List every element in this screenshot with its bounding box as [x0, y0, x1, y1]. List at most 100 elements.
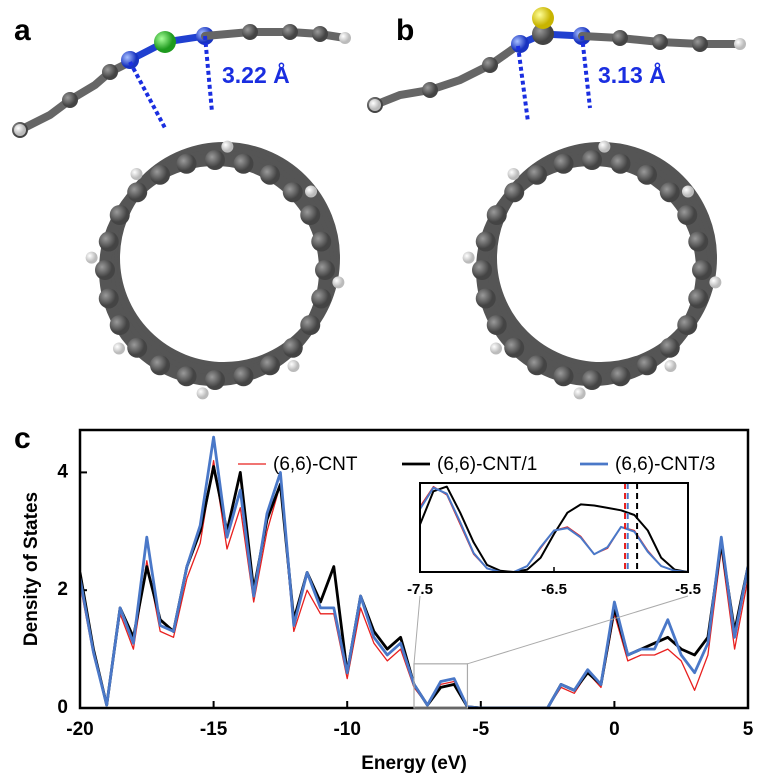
- atom: [260, 355, 280, 375]
- atom: [487, 205, 507, 225]
- atom: [709, 276, 721, 288]
- atom: [99, 232, 119, 252]
- page: a b c 3.22 Å 3.13 Å -20-15-10-505024Ener…: [0, 0, 759, 782]
- atom: [527, 355, 547, 375]
- atom: [511, 35, 529, 53]
- atom: [99, 288, 119, 308]
- atom: [127, 338, 147, 358]
- atom: [150, 355, 170, 375]
- contact-line: [582, 36, 590, 108]
- atom: [311, 232, 331, 252]
- x-tick-label: -20: [66, 719, 93, 740]
- atom: [574, 387, 586, 399]
- atom: [311, 288, 331, 308]
- atom: [113, 342, 125, 354]
- atom: [677, 205, 697, 225]
- atom: [121, 51, 139, 69]
- atom: [660, 338, 680, 358]
- atom: [86, 252, 98, 264]
- atom: [504, 182, 524, 202]
- atom: [476, 232, 496, 252]
- x-tick-label: 0: [609, 719, 620, 740]
- x-tick-label: 5: [743, 719, 754, 740]
- panel-label: c: [14, 422, 31, 455]
- atom: [422, 82, 438, 98]
- atom: [300, 205, 320, 225]
- atom: [312, 26, 328, 42]
- atom: [177, 154, 197, 174]
- atom: [532, 7, 554, 29]
- x-tick-label: -15: [200, 719, 228, 740]
- atom: [677, 315, 697, 335]
- atom: [660, 182, 680, 202]
- atom: [154, 31, 176, 53]
- contact-line: [205, 36, 212, 112]
- atom: [95, 260, 115, 280]
- inset-x-tick-label: -5.5: [675, 581, 701, 598]
- atom: [692, 36, 708, 52]
- atom: [205, 150, 225, 170]
- atom: [508, 168, 520, 180]
- y-tick-label: 4: [57, 461, 68, 482]
- atom: [476, 288, 496, 308]
- atom: [688, 288, 708, 308]
- distance-label: 3.22 Å: [222, 61, 290, 88]
- atom: [504, 338, 524, 358]
- zoom-box: [414, 664, 467, 708]
- atom: [150, 165, 170, 185]
- atom: [610, 366, 630, 386]
- atom: [127, 182, 147, 202]
- legend-label: (6,6)-CNT: [273, 454, 358, 475]
- atom: [205, 370, 225, 390]
- panel-label: b: [396, 14, 414, 47]
- atom: [102, 64, 118, 80]
- atom: [287, 360, 299, 372]
- atom: [283, 338, 303, 358]
- atom: [652, 34, 668, 50]
- atom: [283, 182, 303, 202]
- atom: [598, 141, 610, 153]
- atom: [472, 260, 492, 280]
- bond: [375, 44, 520, 105]
- atom: [610, 154, 630, 174]
- atom: [487, 315, 507, 335]
- inset-bg: [420, 483, 688, 572]
- atom: [242, 24, 258, 40]
- atom: [14, 124, 26, 136]
- atom: [688, 232, 708, 252]
- atom: [482, 57, 498, 73]
- atom: [527, 165, 547, 185]
- atom: [637, 355, 657, 375]
- atom: [260, 165, 280, 185]
- zoom-connector: [467, 596, 688, 664]
- y-tick-label: 2: [57, 579, 68, 600]
- legend-label: (6,6)-CNT/1: [437, 454, 537, 475]
- atom: [582, 150, 602, 170]
- atom: [177, 366, 197, 386]
- distance-label: 3.13 Å: [598, 61, 666, 88]
- contact-line: [130, 62, 165, 128]
- atom: [554, 154, 574, 174]
- x-tick-label: -10: [333, 719, 360, 740]
- atom: [612, 30, 628, 46]
- atom: [300, 315, 320, 335]
- atom: [463, 252, 475, 264]
- zoom-connector: [414, 596, 420, 664]
- x-axis-label: Energy (eV): [361, 753, 467, 774]
- atom: [110, 315, 130, 335]
- atom: [339, 32, 351, 44]
- atom: [332, 276, 344, 288]
- atom: [110, 205, 130, 225]
- atom: [490, 342, 502, 354]
- y-tick-label: 0: [57, 697, 68, 718]
- atom: [282, 24, 298, 40]
- atom: [315, 260, 335, 280]
- legend-label: (6,6)-CNT/3: [615, 454, 715, 475]
- atom: [131, 168, 143, 180]
- atom: [233, 366, 253, 386]
- atom: [692, 260, 712, 280]
- y-axis-label: Density of States: [21, 492, 42, 646]
- atom: [682, 186, 694, 198]
- atom: [554, 366, 574, 386]
